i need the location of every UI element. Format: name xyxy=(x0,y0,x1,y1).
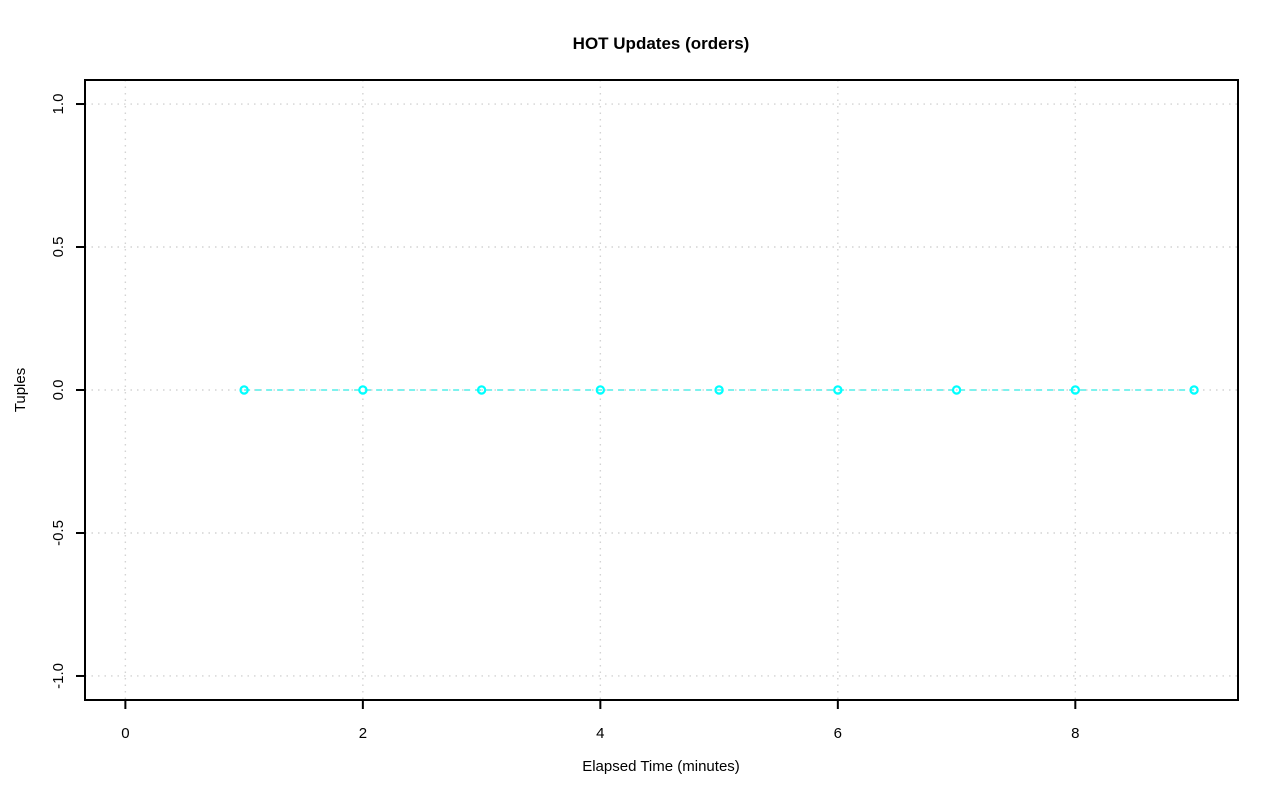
data-point-marker xyxy=(476,385,487,395)
data-point-marker xyxy=(1070,385,1081,395)
y-tick-label: 1.0 xyxy=(50,94,67,115)
x-tick-label: 8 xyxy=(1071,725,1079,742)
x-tick-label: 0 xyxy=(121,725,129,742)
y-axis-title: Tuples xyxy=(12,368,29,412)
data-series-layer xyxy=(239,385,1199,395)
x-tick-label: 2 xyxy=(359,725,367,742)
x-axis-title: Elapsed Time (minutes) xyxy=(582,758,740,775)
data-point-marker xyxy=(358,385,368,395)
axis-layer: 0 2 4 6 8 1.0 0.5 0.0 -0.5 -1.0 xyxy=(50,94,1079,742)
data-point-marker xyxy=(951,385,962,395)
plot-border-box xyxy=(84,79,1239,701)
y-tick-label: 0.5 xyxy=(50,237,67,258)
y-tick-label: 0.0 xyxy=(50,380,67,401)
data-point-marker xyxy=(595,385,606,395)
x-tick-label: 4 xyxy=(596,725,604,742)
data-point-marker xyxy=(1189,385,1199,395)
x-tick-label: 6 xyxy=(834,725,842,742)
data-point-marker xyxy=(833,385,843,395)
y-tick-label: -1.0 xyxy=(50,663,67,689)
data-point-marker xyxy=(239,385,249,395)
data-point-marker xyxy=(714,385,724,395)
y-tick-label: -0.5 xyxy=(50,520,67,546)
chart-title: HOT Updates (orders) xyxy=(573,34,750,53)
